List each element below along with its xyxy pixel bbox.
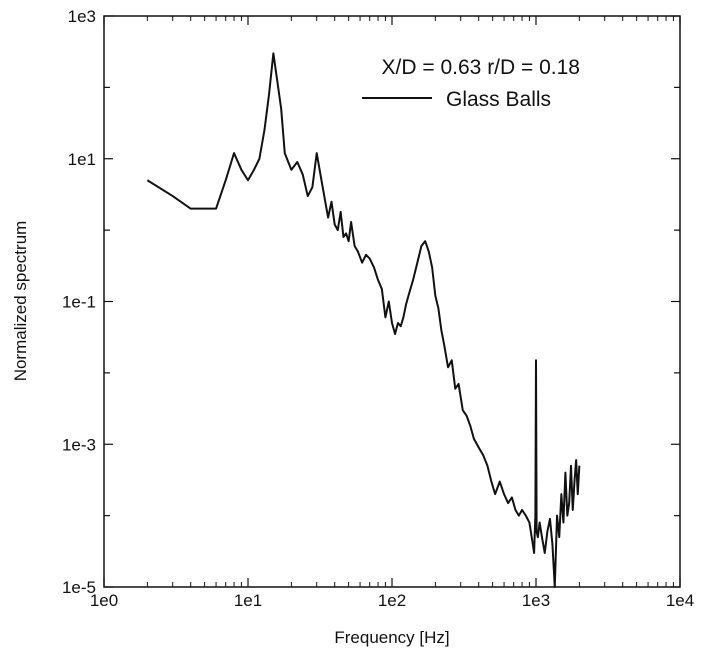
x-axis-label: Frequency [Hz]: [334, 628, 449, 647]
x-tick-labels: 1e0 1e1 1e2 1e3 1e4: [90, 591, 694, 610]
plot-frame: [103, 15, 681, 588]
x-tick-label: 1e0: [90, 591, 118, 610]
x-tick-label: 1e1: [234, 591, 262, 610]
y-tick-label: 1e3: [68, 7, 96, 26]
y-tick-labels: 1e-5 1e-3 1e-1 1e1 1e3: [62, 7, 96, 597]
series-layer: [146, 52, 581, 588]
chart-annotation: X/D = 0.63 r/D = 0.18: [382, 56, 580, 79]
y-tick-label: 1e-5: [62, 578, 96, 597]
x-tick-label: 1e3: [522, 591, 550, 610]
series-line-glass-balls: [146, 52, 581, 588]
y-tick-label: 1e1: [68, 150, 96, 169]
y-tick-label: 1e-1: [62, 293, 96, 312]
y-axis-label: Normalized spectrum: [11, 221, 30, 382]
x-tick-label: 1e4: [666, 591, 694, 610]
x-tick-label: 1e2: [378, 591, 406, 610]
y-tick-label: 1e-3: [62, 435, 96, 454]
legend-entry-glass-balls: Glass Balls: [446, 88, 551, 111]
axis-ticks: [103, 15, 681, 588]
